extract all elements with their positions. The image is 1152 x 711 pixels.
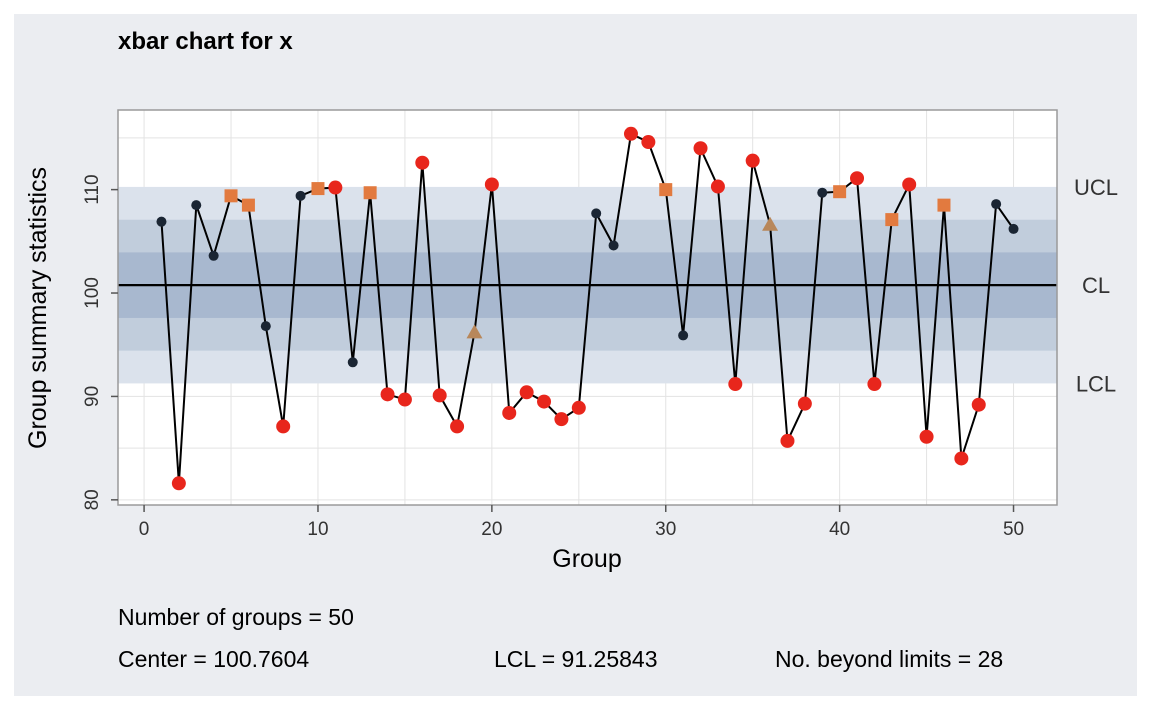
y-tick-label: 80: [82, 489, 103, 510]
x-tick-label: 0: [139, 519, 150, 540]
point-beyond-limits: [571, 400, 586, 415]
point-beyond-limits: [710, 179, 725, 194]
point-in-control: [156, 216, 167, 227]
point-in-control: [591, 208, 602, 219]
point-beyond-limits: [519, 385, 534, 400]
point-beyond-limits: [537, 394, 552, 409]
point-beyond-limits: [397, 392, 412, 407]
x-axis-label: Group: [552, 545, 621, 573]
point-zone-violation: [363, 186, 377, 200]
point-in-control: [1008, 223, 1019, 234]
point-beyond-limits: [850, 171, 865, 186]
point-zone-violation: [659, 183, 673, 197]
point-beyond-limits: [502, 405, 517, 420]
limit-label-lcl: LCL: [1076, 371, 1116, 396]
chart-panel: xbar chart for x 0 10 20 30 40 50 80 90 100 110 …: [14, 14, 1137, 696]
chart-title: xbar chart for x: [118, 28, 293, 55]
point-run-violation: [762, 216, 779, 231]
point-zone-violation: [311, 182, 325, 196]
limit-labels: UCL CL LCL: [1074, 175, 1118, 397]
point-beyond-limits: [971, 397, 986, 412]
limit-label-cl: CL: [1082, 273, 1110, 298]
point-beyond-limits: [780, 433, 795, 448]
point-beyond-limits: [432, 388, 447, 403]
point-in-control: [260, 321, 271, 332]
point-beyond-limits: [171, 476, 186, 491]
point-beyond-limits: [484, 177, 499, 192]
stat-beyond-limits: No. beyond limits = 28: [775, 646, 1004, 672]
point-zone-violation: [224, 189, 238, 203]
point-beyond-limits: [641, 135, 656, 150]
stat-center: Center = 100.7604: [118, 646, 310, 672]
y-tick-label: 100: [82, 277, 103, 309]
point-beyond-limits: [867, 377, 882, 392]
x-tick-label: 20: [481, 519, 502, 540]
point-beyond-limits: [902, 177, 917, 192]
point-beyond-limits: [623, 126, 638, 141]
point-beyond-limits: [554, 412, 569, 427]
plot-border: [117, 109, 1058, 506]
point-in-control: [608, 240, 619, 251]
point-beyond-limits: [450, 419, 465, 434]
stat-number-of-groups: Number of groups = 50: [118, 604, 354, 630]
y-axis-label: Group summary statistics: [24, 167, 52, 449]
point-beyond-limits: [380, 387, 395, 402]
point-beyond-limits: [328, 180, 343, 195]
point-in-control: [678, 330, 689, 341]
point-zone-violation: [241, 198, 255, 212]
point-beyond-limits: [954, 451, 969, 466]
x-tick-label: 10: [307, 519, 328, 540]
point-beyond-limits: [797, 396, 812, 411]
stat-lcl: LCL = 91.25843: [494, 646, 658, 672]
point-beyond-limits: [728, 377, 743, 392]
point-beyond-limits: [693, 141, 708, 156]
point-beyond-limits: [415, 155, 430, 170]
x-axis-ticks: 0 10 20 30 40 50: [139, 505, 1024, 540]
point-in-control: [991, 199, 1002, 210]
x-tick-label: 50: [1003, 519, 1024, 540]
y-tick-label: 90: [82, 386, 103, 407]
point-beyond-limits: [276, 419, 291, 434]
point-in-control: [191, 200, 202, 211]
x-tick-label: 40: [829, 519, 850, 540]
point-zone-violation: [937, 198, 951, 212]
point-zone-violation: [885, 213, 899, 227]
point-in-control: [817, 187, 828, 198]
point-beyond-limits: [919, 429, 934, 444]
point-run-violation: [466, 324, 483, 339]
point-in-control: [208, 250, 219, 261]
point-in-control: [295, 190, 306, 201]
limit-label-ucl: UCL: [1074, 175, 1118, 200]
point-in-control: [347, 357, 358, 368]
xbar-chart: xbar chart for x 0 10 20 30 40 50 8090100110 …: [24, 28, 1118, 573]
x-tick-label: 30: [655, 519, 676, 540]
y-tick-label: 110: [82, 174, 103, 204]
y-axis-ticks: 80 90 100 110: [82, 174, 118, 510]
point-zone-violation: [833, 185, 847, 199]
series-group: [156, 126, 1019, 491]
point-beyond-limits: [745, 153, 760, 168]
